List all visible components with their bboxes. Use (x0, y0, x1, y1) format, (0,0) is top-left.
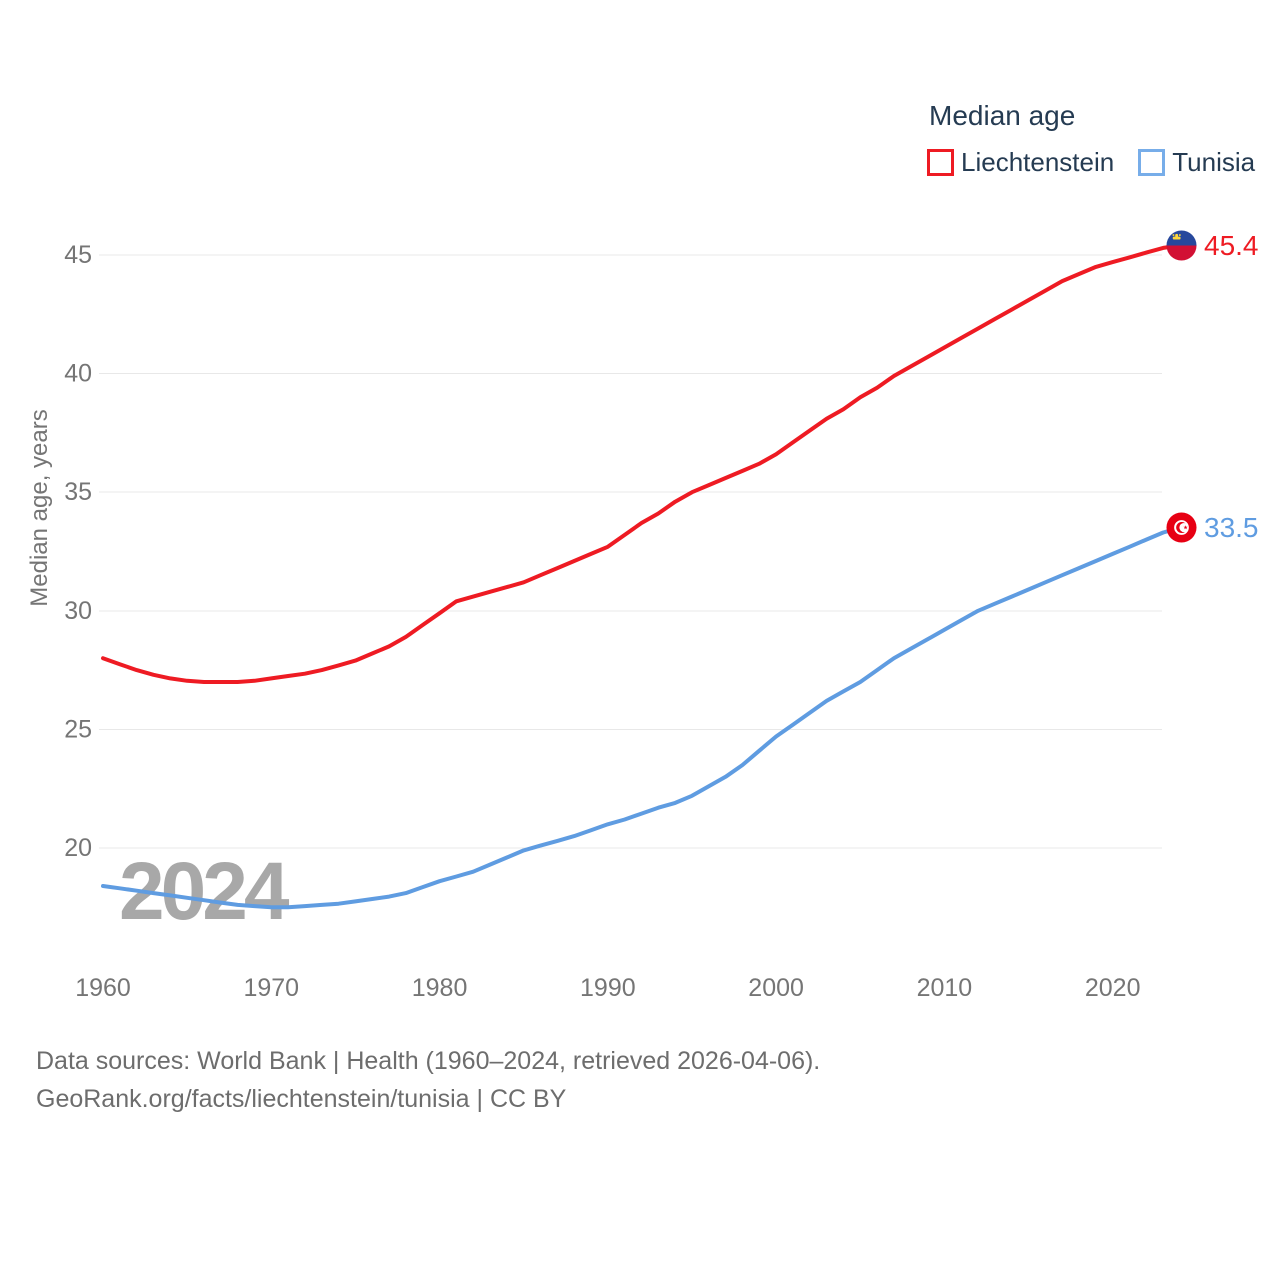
legend-label-tunisia: Tunisia (1172, 147, 1256, 177)
footer-source-line: Data sources: World Bank | Health (1960–… (36, 1047, 821, 1075)
tunisia-line (101, 525, 1182, 910)
legend: Median age Liechtenstein Tunisia (927, 100, 1255, 178)
liechtenstein-swatch-icon (927, 149, 954, 176)
x-tick-label-2020: 2020 (1085, 974, 1141, 1002)
x-tick-label-1990: 1990 (580, 974, 636, 1002)
chart-title: Median age (929, 100, 1076, 131)
y-axis-title: Median age, years (26, 409, 53, 607)
liechtenstein-end-value: 45.4 (1204, 229, 1259, 261)
tunisia-swatch-icon (1138, 149, 1166, 176)
y-tick-label-25: 25 (64, 715, 92, 743)
liechtenstein-line (101, 243, 1182, 684)
footer: Data sources: World Bank | Health (1960–… (36, 1042, 820, 1118)
liechtenstein-flag-icon (1166, 230, 1197, 261)
y-tick-label-30: 30 (64, 597, 92, 625)
y-tick-label-35: 35 (64, 478, 92, 506)
x-tick-label-1960: 1960 (75, 974, 131, 1002)
footer-link-line: GeoRank.org/facts/liechtenstein/tunisia … (36, 1085, 567, 1113)
liechtenstein-endpoint: 45.4 (1166, 230, 1259, 261)
tunisia-flag-icon (1166, 512, 1197, 543)
legend-items: Liechtenstein Tunisia (927, 147, 1255, 178)
x-tick-label-2000: 2000 (748, 974, 804, 1002)
legend-item-liechtenstein[interactable]: Liechtenstein (927, 147, 1114, 178)
y-tick-label-45: 45 (64, 241, 92, 269)
tunisia-end-value: 33.5 (1204, 511, 1259, 543)
tunisia-endpoint: 33.5 (1166, 512, 1259, 543)
legend-item-tunisia[interactable]: Tunisia (1138, 147, 1255, 178)
y-tick-label-40: 40 (64, 360, 92, 388)
x-tick-label-2010: 2010 (917, 974, 973, 1002)
x-tick-label-1970: 1970 (243, 974, 299, 1002)
x-tick-label-1980: 1980 (412, 974, 468, 1002)
y-tick-label-20: 20 (64, 834, 92, 862)
legend-label-liechtenstein: Liechtenstein (961, 147, 1115, 177)
